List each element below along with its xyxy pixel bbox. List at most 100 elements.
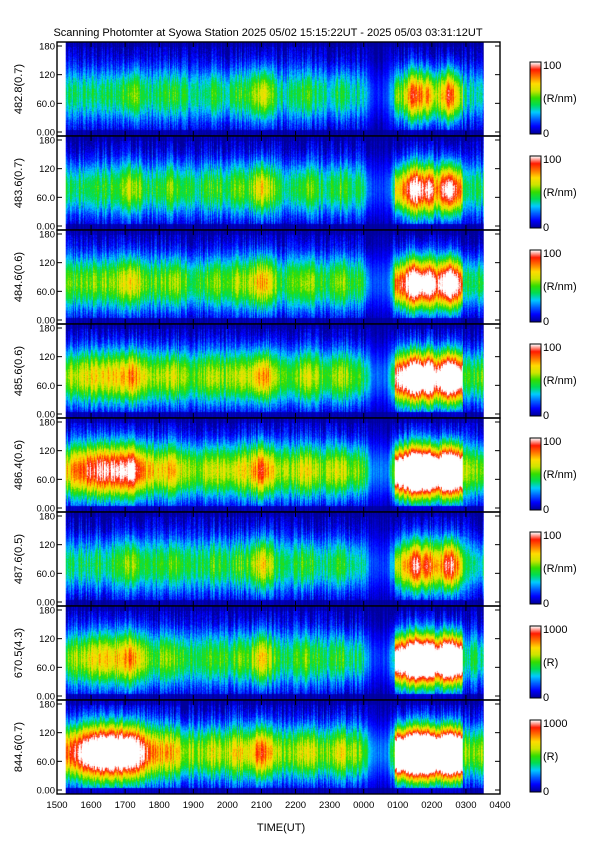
y-tick-label: 0.00 xyxy=(37,504,56,515)
y-tick-label: 120 xyxy=(39,540,55,551)
panel-frame xyxy=(56,699,501,795)
panel-ylabel: 670.5(4.3) xyxy=(13,628,25,678)
colorbar xyxy=(530,626,541,698)
y-tick-label: 0.00 xyxy=(37,410,56,421)
x-tick-label: 0400 xyxy=(489,800,510,811)
y-tick-label: 0.00 xyxy=(37,222,56,233)
colorbar-min-label: 0 xyxy=(543,316,549,328)
colorbar-min-label: 0 xyxy=(543,786,549,798)
x-tick-label: 0300 xyxy=(455,800,476,811)
x-tick-label: 1700 xyxy=(115,800,136,811)
colorbar-min-label: 0 xyxy=(543,598,549,610)
y-tick-label: 0.00 xyxy=(37,692,56,703)
x-tick-label: 0200 xyxy=(421,800,442,811)
colorbar-unit-label: (R/nm) xyxy=(543,563,577,575)
x-tick-label: 1600 xyxy=(81,800,102,811)
panel-4: 0.00 60.0 120 180 485.6(0.6) 100 0 (R/nm) xyxy=(13,323,577,422)
colorbar xyxy=(530,720,541,792)
panel-ylabel: 482.8(0.7) xyxy=(13,64,25,114)
y-tick-label: 180 xyxy=(39,324,55,335)
colorbar-frame xyxy=(529,343,542,417)
chart-title: Scanning Photomter at Syowa Station 2025… xyxy=(53,27,482,39)
colorbar-max-label: 100 xyxy=(543,154,561,166)
y-tick-label: 60.0 xyxy=(37,287,56,298)
colorbar-unit-label: (R/nm) xyxy=(543,469,577,481)
panel-2: 0.00 60.0 120 180 483.6(0.7) 100 0 (R/nm) xyxy=(13,135,577,234)
y-tick-label: 120 xyxy=(39,446,55,457)
colorbar-unit-label: (R/nm) xyxy=(543,187,577,199)
y-tick-label: 120 xyxy=(39,634,55,645)
colorbar-frame xyxy=(529,719,542,793)
panel-1: 0.00 60.0 120 180 482.8(0.7) 100 0 (R/nm) xyxy=(13,41,577,140)
colorbar-unit-label: (R) xyxy=(543,751,558,763)
panel-3: 0.00 60.0 120 180 484.6(0.6) 100 0 (R/nm) xyxy=(13,229,577,328)
colorbar-min-label: 0 xyxy=(543,504,549,516)
colorbar-min-label: 0 xyxy=(543,128,549,140)
y-tick-label: 120 xyxy=(39,728,55,739)
y-tick-label: 60.0 xyxy=(37,381,56,392)
y-tick-label: 0.00 xyxy=(37,598,56,609)
colorbar xyxy=(530,532,541,604)
y-tick-label: 180 xyxy=(39,418,55,429)
heatmap-3 xyxy=(65,230,484,324)
colorbar-frame xyxy=(529,249,542,323)
colorbar-frame xyxy=(529,625,542,699)
panel-6: 0.00 60.0 120 180 487.6(0.5) 100 0 (R/nm) xyxy=(13,511,577,610)
colorbar xyxy=(530,438,541,510)
panel-ylabel: 485.6(0.6) xyxy=(13,346,25,396)
y-tick-label: 0.00 xyxy=(37,316,56,327)
colorbar-max-label: 100 xyxy=(543,248,561,260)
y-tick-label: 120 xyxy=(39,164,55,175)
heatmap-7 xyxy=(65,606,484,700)
y-tick-label: 0.00 xyxy=(37,128,56,139)
y-tick-label: 180 xyxy=(39,42,55,53)
colorbar-unit-label: (R/nm) xyxy=(543,375,577,387)
y-tick-label: 60.0 xyxy=(37,475,56,486)
colorbar-max-label: 1000 xyxy=(543,624,567,636)
y-tick-label: 60.0 xyxy=(37,757,56,768)
colorbar xyxy=(530,344,541,416)
y-tick-label: 0.00 xyxy=(37,786,56,797)
y-tick-label: 60.0 xyxy=(37,569,56,580)
panel-8: 0.00 60.0 120 180 844.6(0.7) 1000 0 (R) xyxy=(13,699,567,798)
y-tick-label: 120 xyxy=(39,258,55,269)
colorbar xyxy=(530,250,541,322)
colorbar-min-label: 0 xyxy=(543,410,549,422)
colorbar-unit-label: (R/nm) xyxy=(543,93,577,105)
colorbar xyxy=(530,156,541,228)
colorbar-max-label: 100 xyxy=(543,436,561,448)
x-tick-label: 2300 xyxy=(319,800,340,811)
colorbar-unit-label: (R) xyxy=(543,657,558,669)
y-tick-label: 180 xyxy=(39,512,55,523)
colorbar-unit-label: (R/nm) xyxy=(543,281,577,293)
colorbar-max-label: 100 xyxy=(543,60,561,72)
panel-ylabel: 484.6(0.6) xyxy=(13,252,25,302)
heatmap-5 xyxy=(65,418,484,512)
panel-5: 0.00 60.0 120 180 486.4(0.6) 100 0 (R/nm) xyxy=(13,417,577,516)
y-tick-label: 60.0 xyxy=(37,193,56,204)
x-tick-label: 0000 xyxy=(353,800,374,811)
y-tick-label: 60.0 xyxy=(37,99,56,110)
heatmap-4 xyxy=(65,324,484,418)
y-tick-label: 180 xyxy=(39,700,55,711)
x-tick-label: 2200 xyxy=(285,800,306,811)
panel-ylabel: 486.4(0.6) xyxy=(13,440,25,490)
colorbar xyxy=(530,62,541,134)
panel-ylabel: 487.6(0.5) xyxy=(13,534,25,584)
x-axis-label: TIME(UT) xyxy=(257,822,305,834)
y-tick-label: 60.0 xyxy=(37,663,56,674)
x-tick-label: 1900 xyxy=(183,800,204,811)
colorbar-frame xyxy=(529,531,542,605)
x-tick-label: 0100 xyxy=(387,800,408,811)
panel-7: 0.00 60.0 120 180 670.5(4.3) 1000 0 (R) xyxy=(13,605,567,704)
colorbar-max-label: 100 xyxy=(543,530,561,542)
y-tick-label: 180 xyxy=(39,136,55,147)
x-tick-label: 2100 xyxy=(251,800,272,811)
y-tick-label: 120 xyxy=(39,70,55,81)
x-tick-label: 1500 xyxy=(46,800,67,811)
colorbar-frame xyxy=(529,155,542,229)
colorbar-max-label: 1000 xyxy=(543,718,567,730)
